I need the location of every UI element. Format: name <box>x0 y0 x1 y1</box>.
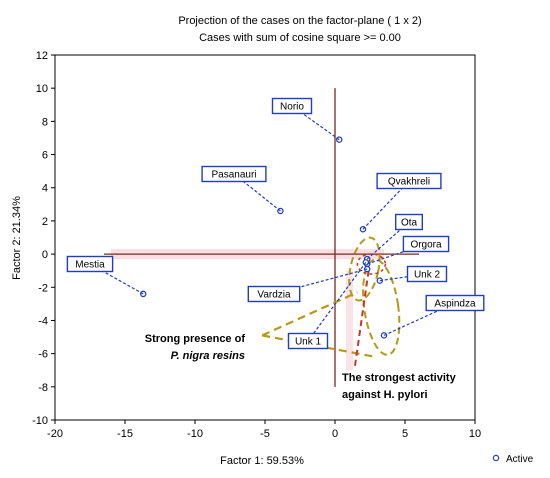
y-tick-label: 6 <box>42 150 48 162</box>
x-tick-label: -20 <box>47 428 63 440</box>
label-box-pasanauri <box>201 165 267 183</box>
annotation-activity-line1: The strongest activity <box>342 372 457 384</box>
x-tick-label: 0 <box>332 428 338 440</box>
point-label-norio: Norio <box>280 102 304 113</box>
x-tick-label: -10 <box>187 428 203 440</box>
y-tick-label: 4 <box>42 183 48 195</box>
resins-arrow-1 <box>261 291 358 337</box>
y-tick-label: -10 <box>32 415 48 427</box>
point-labels: Norio Pasanauri Mestia Qvakhreli Ota Orgora Un… <box>66 97 485 350</box>
leader-line-unk-2 <box>379 273 428 282</box>
point-label-aspindza: Aspindza <box>434 299 476 310</box>
chart-subtitle: Cases with sum of cosine square >= 0.00 <box>199 32 401 44</box>
point-label-unk-2: Unk 2 <box>414 270 441 281</box>
x-axis-label: Factor 1: 59.53% <box>220 455 304 467</box>
label-box-norio <box>271 97 313 115</box>
annotation-activity-line2: against H. pylori <box>342 389 428 401</box>
annotation-resins-line1: Strong presence of <box>145 333 246 345</box>
y-tick-label: 8 <box>42 116 48 128</box>
y-tick-label: -2 <box>38 282 48 294</box>
label-box-vardzia <box>247 285 301 303</box>
label-box-mestia <box>66 255 114 273</box>
label-box-ota <box>395 213 424 231</box>
point-label-qvakhreli: Qvakhreli <box>388 177 430 188</box>
label-box-unk-2 <box>406 265 448 283</box>
label-box-orgora <box>402 235 450 253</box>
annotation-resins-line2: P. nigra resins <box>171 350 245 362</box>
y-tick-label: -6 <box>38 349 48 361</box>
y-axis-label: Factor 2: 21.34% <box>11 196 23 280</box>
highlight-layer <box>111 249 384 371</box>
activity-group-ellipse <box>362 258 401 356</box>
legend-label: Active <box>506 454 534 465</box>
chart-title: Projection of the cases on the factor-pl… <box>178 15 421 27</box>
leader-line-unk-1 <box>307 262 367 342</box>
y-tick-label: -4 <box>38 315 48 327</box>
activity-core-ellipse <box>356 253 387 275</box>
y-tick-label: 2 <box>42 216 48 228</box>
activity-arrow <box>353 270 370 369</box>
legend-marker <box>492 454 500 462</box>
point-label-mestia: Mestia <box>75 260 105 271</box>
x-tick-label: 10 <box>469 428 481 440</box>
point-label-orgora: Orgora <box>410 240 442 251</box>
label-box-aspindza <box>425 294 485 312</box>
label-box-qvakhreli <box>376 172 442 190</box>
y-tick-label: 10 <box>36 83 48 95</box>
y-tick-label: -8 <box>38 382 48 394</box>
activity-highlight-band <box>346 270 353 371</box>
point-label-vardzia: Vardzia <box>257 290 291 301</box>
legend: Active <box>492 454 534 465</box>
x-tick-label: -15 <box>117 428 133 440</box>
y-tick-label: 12 <box>36 50 48 62</box>
point-label-unk-1: Unk 1 <box>295 337 322 348</box>
y-tick-label: 0 <box>42 249 48 261</box>
point-label-ota: Ota <box>401 218 418 229</box>
x-tick-label: -5 <box>260 428 270 440</box>
x-tick-label: 5 <box>402 428 408 440</box>
resins-group-ellipse <box>348 236 381 302</box>
label-box-unk-1 <box>287 332 329 350</box>
zero-lines <box>104 88 419 387</box>
point-label-pasanauri: Pasanauri <box>211 170 256 181</box>
annotation-layer <box>261 236 401 369</box>
